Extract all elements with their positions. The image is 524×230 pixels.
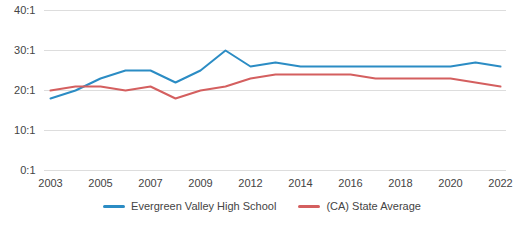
svg-text:40:1: 40:1 [14,4,35,16]
svg-text:2009: 2009 [188,177,212,189]
svg-text:2003: 2003 [38,177,62,189]
svg-text:2022: 2022 [488,177,512,189]
svg-text:20:1: 20:1 [14,84,35,96]
svg-text:2020: 2020 [438,177,462,189]
svg-text:2005: 2005 [88,177,112,189]
svg-text:2016: 2016 [338,177,362,189]
svg-text:2007: 2007 [138,177,162,189]
html-text:(CA) State Average: (CA) State Average [326,200,421,212]
html-text:Evergreen Valley High School: Evergreen Valley High School [131,200,277,212]
svg-text:10:1: 10:1 [14,124,35,136]
svg-text:2018: 2018 [388,177,412,189]
svg-text:2014: 2014 [288,177,312,189]
svg-text:2012: 2012 [238,177,262,189]
svg-text:0:1: 0:1 [20,164,35,176]
svg-text:30:1: 30:1 [14,44,35,56]
